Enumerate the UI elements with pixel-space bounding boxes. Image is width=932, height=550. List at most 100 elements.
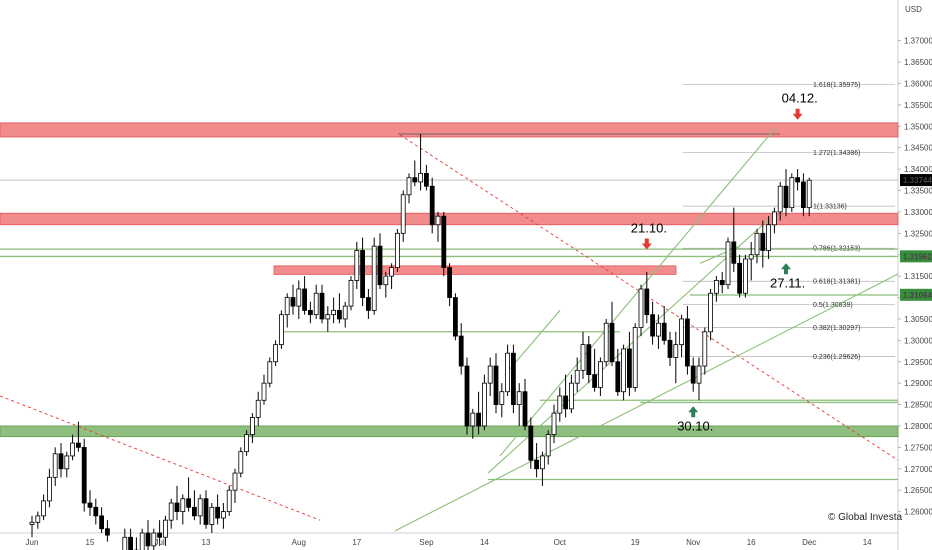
candle bbox=[197, 494, 203, 525]
bullish-candle-body bbox=[162, 519, 168, 538]
candle bbox=[400, 190, 406, 242]
bullish-candle-body bbox=[35, 515, 41, 523]
candle bbox=[534, 443, 539, 478]
candle bbox=[586, 336, 592, 384]
bearish-candle-body bbox=[685, 318, 690, 367]
candle bbox=[452, 293, 458, 341]
bullish-candle-body bbox=[406, 177, 412, 196]
bearish-candle-body bbox=[105, 528, 110, 536]
candle bbox=[441, 211, 447, 277]
candle bbox=[360, 237, 366, 307]
bullish-candle-body bbox=[232, 472, 238, 491]
candle bbox=[87, 490, 93, 516]
bullish-candle-body bbox=[255, 399, 261, 418]
time-tick-label: Oct bbox=[554, 538, 567, 547]
bearish-candle-body bbox=[719, 280, 725, 286]
bullish-candle-body bbox=[249, 417, 255, 435]
candle bbox=[371, 237, 377, 315]
bearish-candle-body bbox=[174, 502, 180, 512]
bullish-candle-body bbox=[342, 305, 348, 320]
candle bbox=[52, 447, 58, 486]
bearish-candle-body bbox=[423, 172, 429, 187]
candle bbox=[499, 383, 505, 418]
price-tick-label: 1.35500 bbox=[904, 101, 932, 110]
bearish-candle-body bbox=[319, 292, 325, 320]
annotation-label: 27.11. bbox=[770, 275, 805, 290]
bullish-candle-body bbox=[238, 451, 244, 474]
bullish-candle-body bbox=[551, 412, 557, 435]
candle bbox=[70, 434, 75, 461]
candle bbox=[307, 301, 313, 324]
bullish-candle-body bbox=[122, 536, 128, 550]
bullish-candle-body bbox=[708, 292, 713, 333]
candle bbox=[621, 344, 626, 401]
price-tick-label: 1.26500 bbox=[904, 486, 932, 495]
price-tick-label: 1.33500 bbox=[904, 187, 932, 196]
candle bbox=[592, 348, 597, 392]
fib-level-label: 0.236(1.29626) bbox=[813, 354, 860, 361]
bearish-candle-body bbox=[731, 241, 737, 264]
bullish-candle-body bbox=[505, 352, 511, 393]
candle bbox=[540, 451, 545, 486]
annotation: 27.11. bbox=[770, 263, 805, 290]
candle bbox=[806, 177, 812, 217]
bearish-candle-body bbox=[476, 412, 482, 427]
bullish-candle-body bbox=[569, 382, 574, 410]
price-tick-label: 1.36000 bbox=[904, 79, 932, 88]
bearish-candle-body bbox=[429, 185, 435, 226]
price-badge bbox=[900, 174, 932, 187]
bullish-candle-body bbox=[394, 232, 400, 268]
candle bbox=[696, 357, 702, 401]
bullish-candle-body bbox=[418, 172, 424, 183]
bullish-candle-body bbox=[400, 194, 406, 234]
price-tick-label: 1.30500 bbox=[904, 315, 932, 324]
bullish-candle-body bbox=[470, 412, 476, 427]
bearish-candle-body bbox=[128, 536, 134, 550]
candle bbox=[220, 503, 226, 529]
bullish-candle-body bbox=[151, 532, 157, 547]
bullish-candle-body bbox=[557, 395, 563, 414]
bullish-candle-body bbox=[789, 177, 795, 209]
candle bbox=[551, 404, 557, 444]
arrow-up-icon bbox=[688, 406, 699, 418]
candle bbox=[238, 447, 244, 478]
candle bbox=[760, 220, 766, 268]
annotation: 30.10. bbox=[677, 406, 713, 433]
candle bbox=[278, 310, 284, 349]
candle bbox=[64, 451, 70, 478]
channel-line bbox=[499, 128, 776, 457]
bearish-candle-body bbox=[760, 232, 766, 251]
time-tick-label: 16 bbox=[747, 538, 756, 547]
bearish-candle-body bbox=[307, 309, 313, 316]
time-tick-label: 14 bbox=[863, 538, 872, 547]
arrow-up-icon bbox=[781, 263, 791, 275]
candle bbox=[81, 438, 87, 512]
candle bbox=[162, 515, 168, 546]
bearish-candle-body bbox=[690, 365, 696, 384]
candle bbox=[481, 374, 487, 431]
bearish-candle-body bbox=[191, 506, 197, 517]
watermark-text: © Global Investa bbox=[828, 512, 903, 523]
candle bbox=[772, 207, 777, 234]
bullish-candle-body bbox=[383, 275, 389, 286]
bearish-candle-body bbox=[412, 177, 418, 183]
bearish-candle-body bbox=[615, 361, 621, 393]
candle bbox=[563, 374, 568, 418]
candle bbox=[458, 323, 464, 375]
candle bbox=[574, 357, 580, 392]
bullish-candle-body bbox=[180, 498, 186, 512]
time-tick-label: 13 bbox=[202, 538, 211, 547]
candle bbox=[429, 177, 435, 234]
arrow-down-icon bbox=[792, 108, 803, 120]
bullish-candle-body bbox=[603, 322, 609, 363]
bullish-candle-body bbox=[313, 292, 319, 316]
candle bbox=[76, 421, 81, 452]
bearish-candle-body bbox=[493, 365, 499, 405]
candle bbox=[41, 494, 46, 521]
bullish-candle-body bbox=[220, 511, 226, 519]
bearish-candle-body bbox=[627, 348, 632, 388]
bearish-candle-body bbox=[609, 322, 615, 363]
bearish-candle-body bbox=[87, 502, 93, 508]
bullish-candle-body bbox=[52, 453, 58, 478]
